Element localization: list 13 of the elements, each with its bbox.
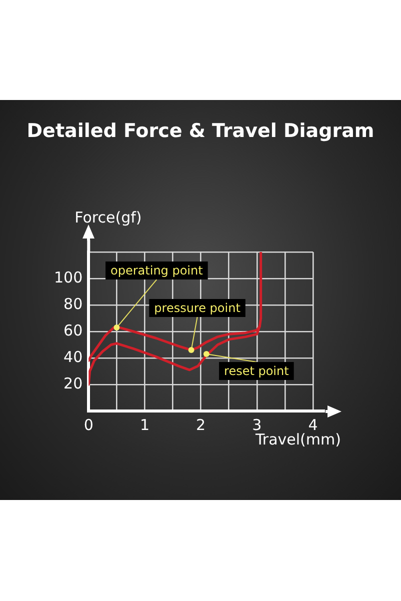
y-tick-label: 80 (64, 294, 83, 313)
y-axis-title: Force(gf) (74, 208, 142, 226)
annotation: reset point (224, 364, 290, 378)
annotation: operating point (110, 264, 204, 278)
y-tick-label: 60 (64, 321, 83, 340)
x-tick-label: 2 (196, 416, 206, 434)
y-tick-label: 40 (64, 348, 83, 366)
x-tick-label: 0 (84, 416, 94, 434)
y-tick-label: 100 (54, 268, 83, 286)
x-tick-label: 1 (140, 416, 150, 434)
y-tick-label: 20 (64, 374, 83, 392)
chart-title: Detailed Force & Travel Diagram (26, 120, 376, 142)
annotation: pressure point (154, 301, 241, 316)
